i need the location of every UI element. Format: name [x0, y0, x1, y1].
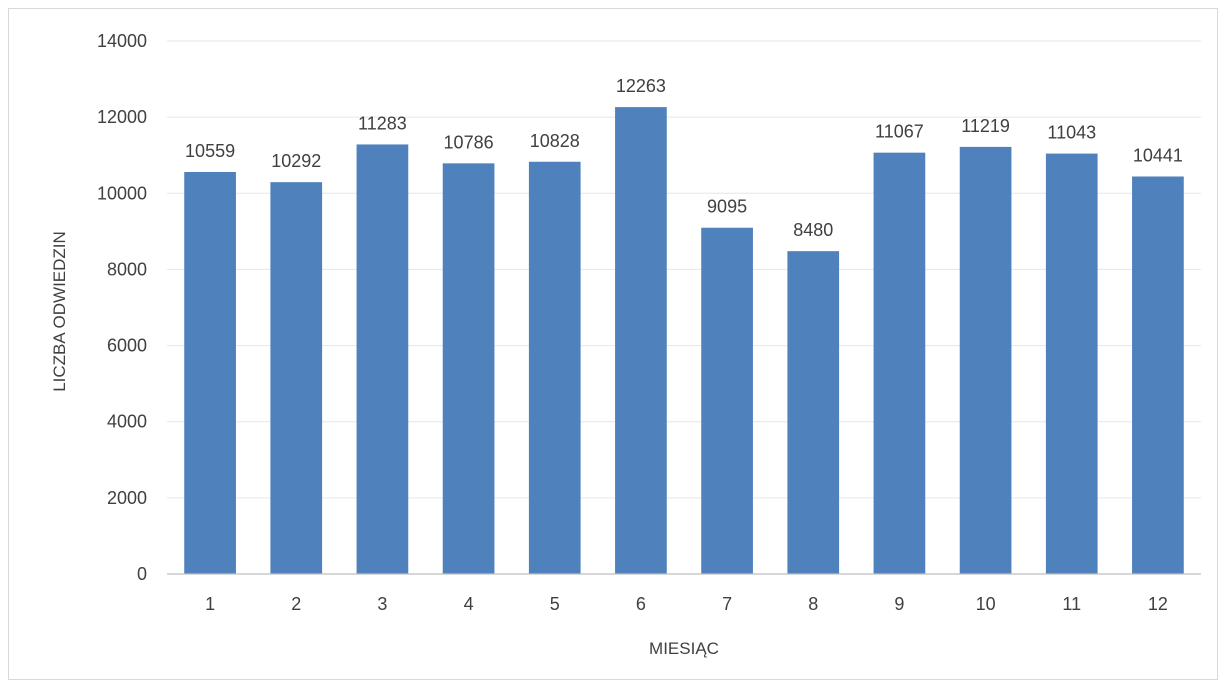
bar: [184, 172, 236, 574]
x-tick-label: 6: [636, 594, 646, 614]
data-labels: 10559 10292 11283 10786 10828 12263 9095 8480 11…: [185, 76, 1183, 240]
x-tick-label: 5: [550, 594, 560, 614]
bar: [442, 163, 495, 574]
data-label: 10559: [185, 141, 235, 161]
bars: [184, 107, 1184, 575]
x-tick-label: 8: [808, 594, 818, 614]
y-tick-label: 10000: [97, 183, 147, 203]
data-label: 10828: [530, 131, 580, 151]
y-tick-label: 14000: [97, 31, 147, 51]
x-axis-title: MIESIĄC: [649, 639, 719, 658]
y-tick-labels: 0 2000 4000 6000 8000 10000 12000 14000: [97, 31, 147, 584]
x-tick-labels: 1 2 3 4 5 6 7 8 9 10 11 12: [205, 594, 1168, 614]
data-label: 11283: [358, 113, 407, 133]
chart-frame: 10559 10292 11283 10786 10828 12263 9095 8480 11…: [8, 8, 1218, 680]
gridlines: [167, 40, 1201, 499]
data-label: 11219: [961, 116, 1010, 136]
bar: [873, 152, 926, 574]
x-tick-label: 7: [722, 594, 732, 614]
x-tick-label: 10: [976, 594, 996, 614]
bar: [356, 144, 409, 575]
x-tick-label: 4: [464, 594, 474, 614]
data-label: 10292: [271, 151, 321, 171]
x-tick-label: 9: [894, 594, 904, 614]
x-tick-label: 2: [291, 594, 301, 614]
y-tick-label: 8000: [107, 259, 147, 279]
x-tick-label: 1: [205, 594, 215, 614]
x-tick-label: 11: [1062, 594, 1081, 614]
bar: [959, 146, 1012, 574]
data-label: 11043: [1047, 123, 1096, 143]
y-axis-title: LICZBA ODWIEDZIN: [50, 231, 69, 392]
bar: [615, 107, 667, 575]
y-tick-label: 0: [137, 564, 147, 584]
y-tick-label: 6000: [107, 336, 147, 356]
y-tick-label: 4000: [107, 412, 147, 432]
x-tick-label: 3: [377, 594, 387, 614]
y-tick-label: 12000: [97, 107, 147, 127]
data-label: 10786: [444, 132, 494, 152]
bar: [787, 251, 840, 574]
data-label: 12263: [616, 76, 666, 96]
bar: [270, 182, 323, 574]
x-tick-label: 12: [1148, 594, 1168, 614]
data-label: 11067: [875, 122, 924, 142]
bar: [1045, 153, 1098, 574]
bar: [1132, 176, 1184, 574]
data-label: 9095: [707, 197, 747, 217]
bar: [528, 161, 581, 574]
data-label: 8480: [793, 220, 833, 240]
y-tick-label: 2000: [107, 488, 147, 508]
data-label: 10441: [1133, 145, 1183, 165]
bar: [701, 227, 753, 574]
